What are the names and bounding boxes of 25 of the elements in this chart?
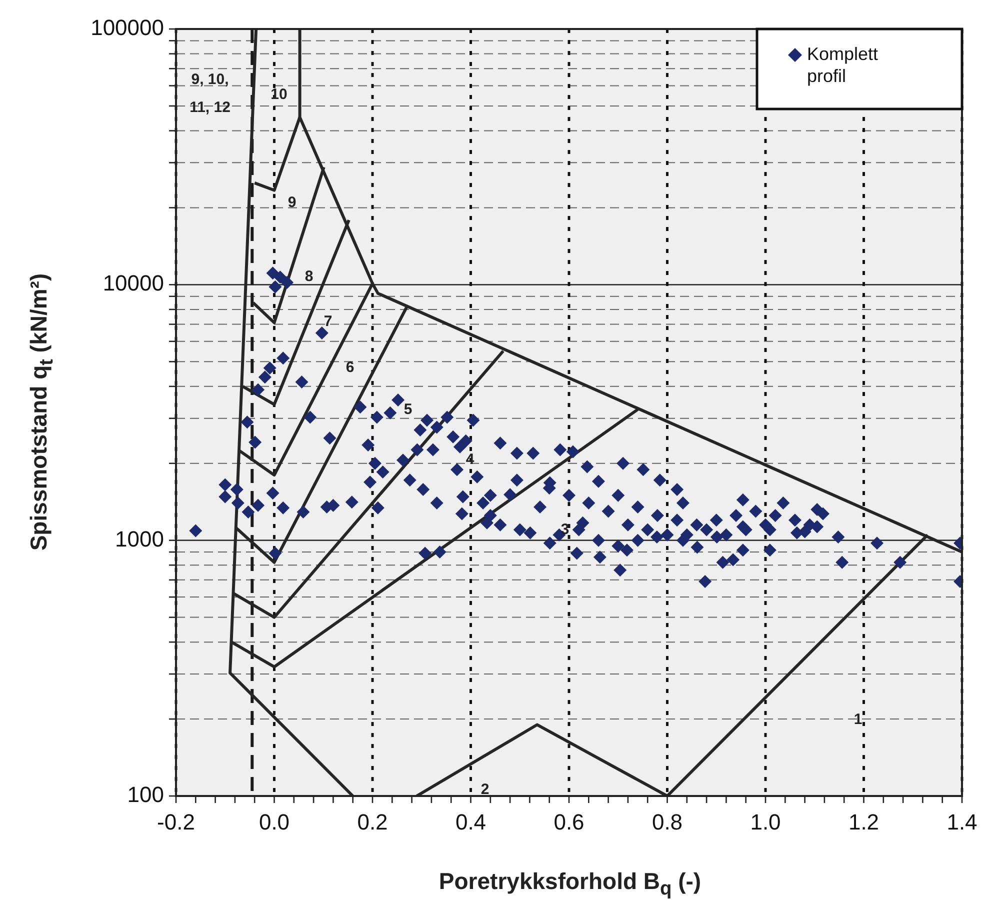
annotation: 4 [466, 451, 475, 468]
annotation: 2 [480, 781, 490, 798]
x-tick-label: 1.0 [750, 809, 781, 834]
y-tick-label: 1000 [115, 526, 164, 552]
x-axis-title: Poretrykksforhold B$_{q}$ (-) [438, 868, 702, 901]
x-tick-label: 0.0 [258, 809, 290, 834]
x-tick-label: 0.8 [652, 809, 683, 834]
annotation: 8 [304, 268, 314, 286]
x-tick-label: 0.4 [455, 809, 486, 834]
annotation: 10 [270, 86, 288, 104]
annotation: 1 [854, 711, 862, 728]
annotation: 3 [560, 521, 570, 538]
annotation: 5 [404, 401, 412, 418]
x-tick-label: 0.6 [554, 809, 584, 834]
annotation: 9 [288, 194, 296, 212]
y-tick-label: 10000 [102, 270, 164, 296]
legend-label: Komplett profil [807, 44, 878, 86]
y-tick-label: 100 [127, 782, 164, 808]
y-tick-label: 100000 [90, 15, 164, 40]
annotation: 6 [346, 359, 354, 376]
x-tick-label: 1.4 [946, 809, 978, 834]
x-tick-label: 1.2 [848, 809, 880, 834]
x-tick-label: -0.2 [157, 809, 195, 834]
annotation: 7 [324, 313, 332, 330]
x-tick-label: 0.2 [357, 809, 388, 834]
